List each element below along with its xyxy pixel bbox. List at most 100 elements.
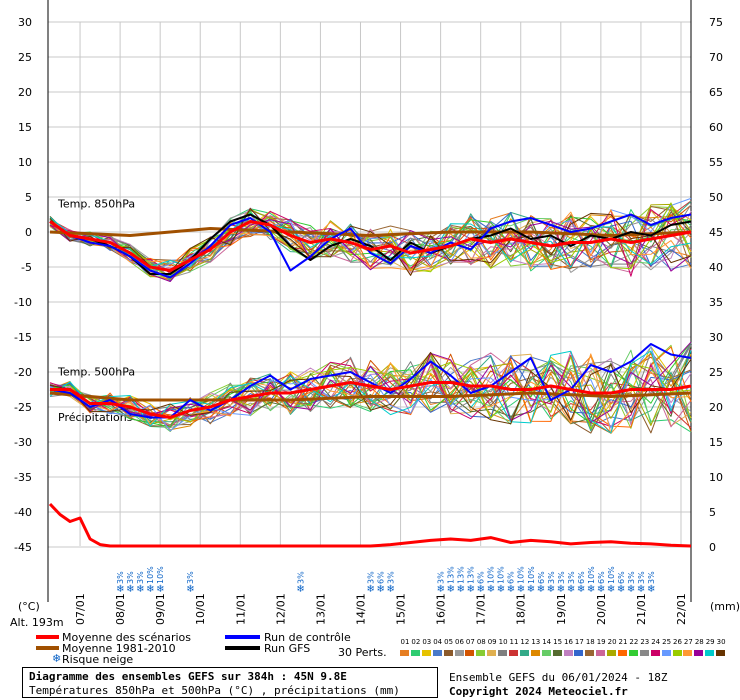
snow-risk-label: 10%	[517, 566, 526, 584]
y-tick-left: 30	[18, 16, 32, 29]
member-500-line	[49, 341, 692, 423]
snow-risk-label: 13%	[447, 566, 456, 584]
climo-500-line	[49, 391, 692, 402]
snowflake-icon: ❄	[146, 584, 154, 595]
legend-gfs-swatch	[225, 646, 260, 650]
snowflake-icon: ❄	[527, 584, 535, 595]
snowflake-icon: ❄	[136, 584, 144, 595]
perturbation-number: 29	[705, 638, 715, 646]
perturbation-swatch	[661, 650, 671, 656]
perturbation-number: 09	[487, 638, 497, 646]
snowflake-icon: ❄	[607, 584, 615, 595]
y-tick-left: -25	[14, 401, 32, 414]
snowflake-icon: ❄	[537, 584, 545, 595]
perturbation-number: 01	[400, 638, 410, 646]
mean-precip-line	[48, 502, 692, 548]
mean-850-line	[49, 220, 692, 272]
member-850-line	[49, 219, 692, 282]
perturbation-number: 11	[509, 638, 519, 646]
snow-risk-label: 6%	[597, 571, 606, 584]
snow-risk-label: 13%	[457, 566, 466, 584]
y-tick-right: 0	[709, 541, 716, 554]
snowflake-icon: ❄	[647, 584, 655, 595]
perturbation-swatch	[509, 650, 518, 656]
y-tick-right: 45	[709, 226, 723, 239]
perturbation-swatch	[574, 650, 584, 656]
perturbation-number: 04	[433, 638, 443, 646]
y-tick-left: -40	[14, 506, 32, 519]
x-date-label: 17/01	[475, 593, 488, 625]
perturbation-swatch	[465, 650, 475, 656]
perturbation-swatch	[454, 650, 464, 656]
panel-label-t850: Temp. 850hPa	[57, 198, 135, 211]
x-date-label: 09/01	[154, 593, 167, 625]
panel-label-precip: Précipitations	[58, 411, 133, 424]
snowflake-icon: ❄	[577, 584, 585, 595]
snowflake-icon: ❄	[567, 584, 575, 595]
perturbation-swatch	[530, 650, 540, 656]
snowflake-icon: ❄	[547, 584, 555, 595]
snow-risk-label: 6%	[477, 571, 486, 584]
perturbation-swatch	[683, 650, 693, 656]
y-tick-left: -15	[14, 331, 32, 344]
member-500-line	[49, 350, 692, 434]
snow-risk-label: 3%	[296, 571, 305, 584]
snow-risk-label: 3%	[116, 571, 125, 584]
y-tick-left: 20	[18, 86, 32, 99]
perturbation-swatch	[541, 650, 551, 656]
y-tick-right: 50	[709, 191, 723, 204]
perturbation-number: 17	[574, 638, 584, 646]
snow-risk-label: 6%	[537, 571, 546, 584]
perturbation-number: 23	[640, 638, 650, 646]
y-tick-right: 25	[709, 366, 723, 379]
y-tick-right: 55	[709, 156, 723, 169]
perturbation-swatch	[476, 650, 486, 656]
snowflake-icon: ❄	[457, 584, 465, 595]
y-tick-right: 60	[709, 121, 723, 134]
snow-risk-label: 10%	[587, 566, 596, 584]
perturbation-swatch	[705, 650, 715, 656]
member-500-line	[49, 341, 692, 428]
perturbation-number: 25	[662, 638, 672, 646]
x-date-label: 20/01	[595, 593, 608, 625]
perturbation-swatch	[498, 650, 508, 656]
y-tick-left: -20	[14, 366, 32, 379]
x-date-label: 21/01	[635, 593, 648, 625]
snowflake-icon: ❄	[587, 584, 595, 595]
x-date-label: 07/01	[74, 593, 87, 625]
perturbation-swatch	[400, 650, 409, 656]
y-tick-left: -10	[14, 296, 32, 309]
perturbation-number: 19	[596, 638, 606, 646]
control-850-line	[49, 213, 692, 279]
perturbation-swatch	[618, 650, 627, 656]
snowflake-icon: ❄	[507, 584, 515, 595]
perturbation-swatch	[410, 650, 420, 656]
panel-label-t500: Temp. 500hPa	[57, 366, 135, 379]
snow-risk-label: 3%	[547, 571, 556, 584]
snowflake-icon: ❄	[126, 584, 134, 595]
perturbation-number: 02	[411, 638, 421, 646]
perturbation-swatch	[432, 650, 442, 656]
snow-risk-label: 13%	[467, 566, 476, 584]
x-date-label: 22/01	[675, 593, 688, 625]
perturbation-number: 30	[716, 638, 726, 646]
x-date-label: 13/01	[314, 593, 327, 625]
perturbation-swatch	[596, 650, 606, 656]
perturbation-number: 18	[585, 638, 595, 646]
snow-risk-label: 6%	[377, 571, 386, 584]
x-date-label: 16/01	[435, 593, 448, 625]
snowflake-icon: ❄	[116, 584, 124, 595]
legend-control-swatch	[225, 635, 260, 639]
perturbation-swatch	[552, 650, 562, 656]
footer-title: Diagramme des ensembles GEFS sur 384h : …	[29, 670, 347, 683]
perturbation-number: 06	[455, 638, 464, 646]
x-date-label: 10/01	[194, 593, 207, 625]
member-500-line	[49, 351, 692, 425]
perturbation-number: 22	[629, 638, 639, 646]
perturbation-number: 10	[498, 638, 508, 646]
perturbation-number: 21	[618, 638, 628, 646]
y-tick-right: 70	[709, 51, 723, 64]
y-tick-left: 10	[18, 156, 32, 169]
perturbation-swatch	[672, 650, 682, 656]
